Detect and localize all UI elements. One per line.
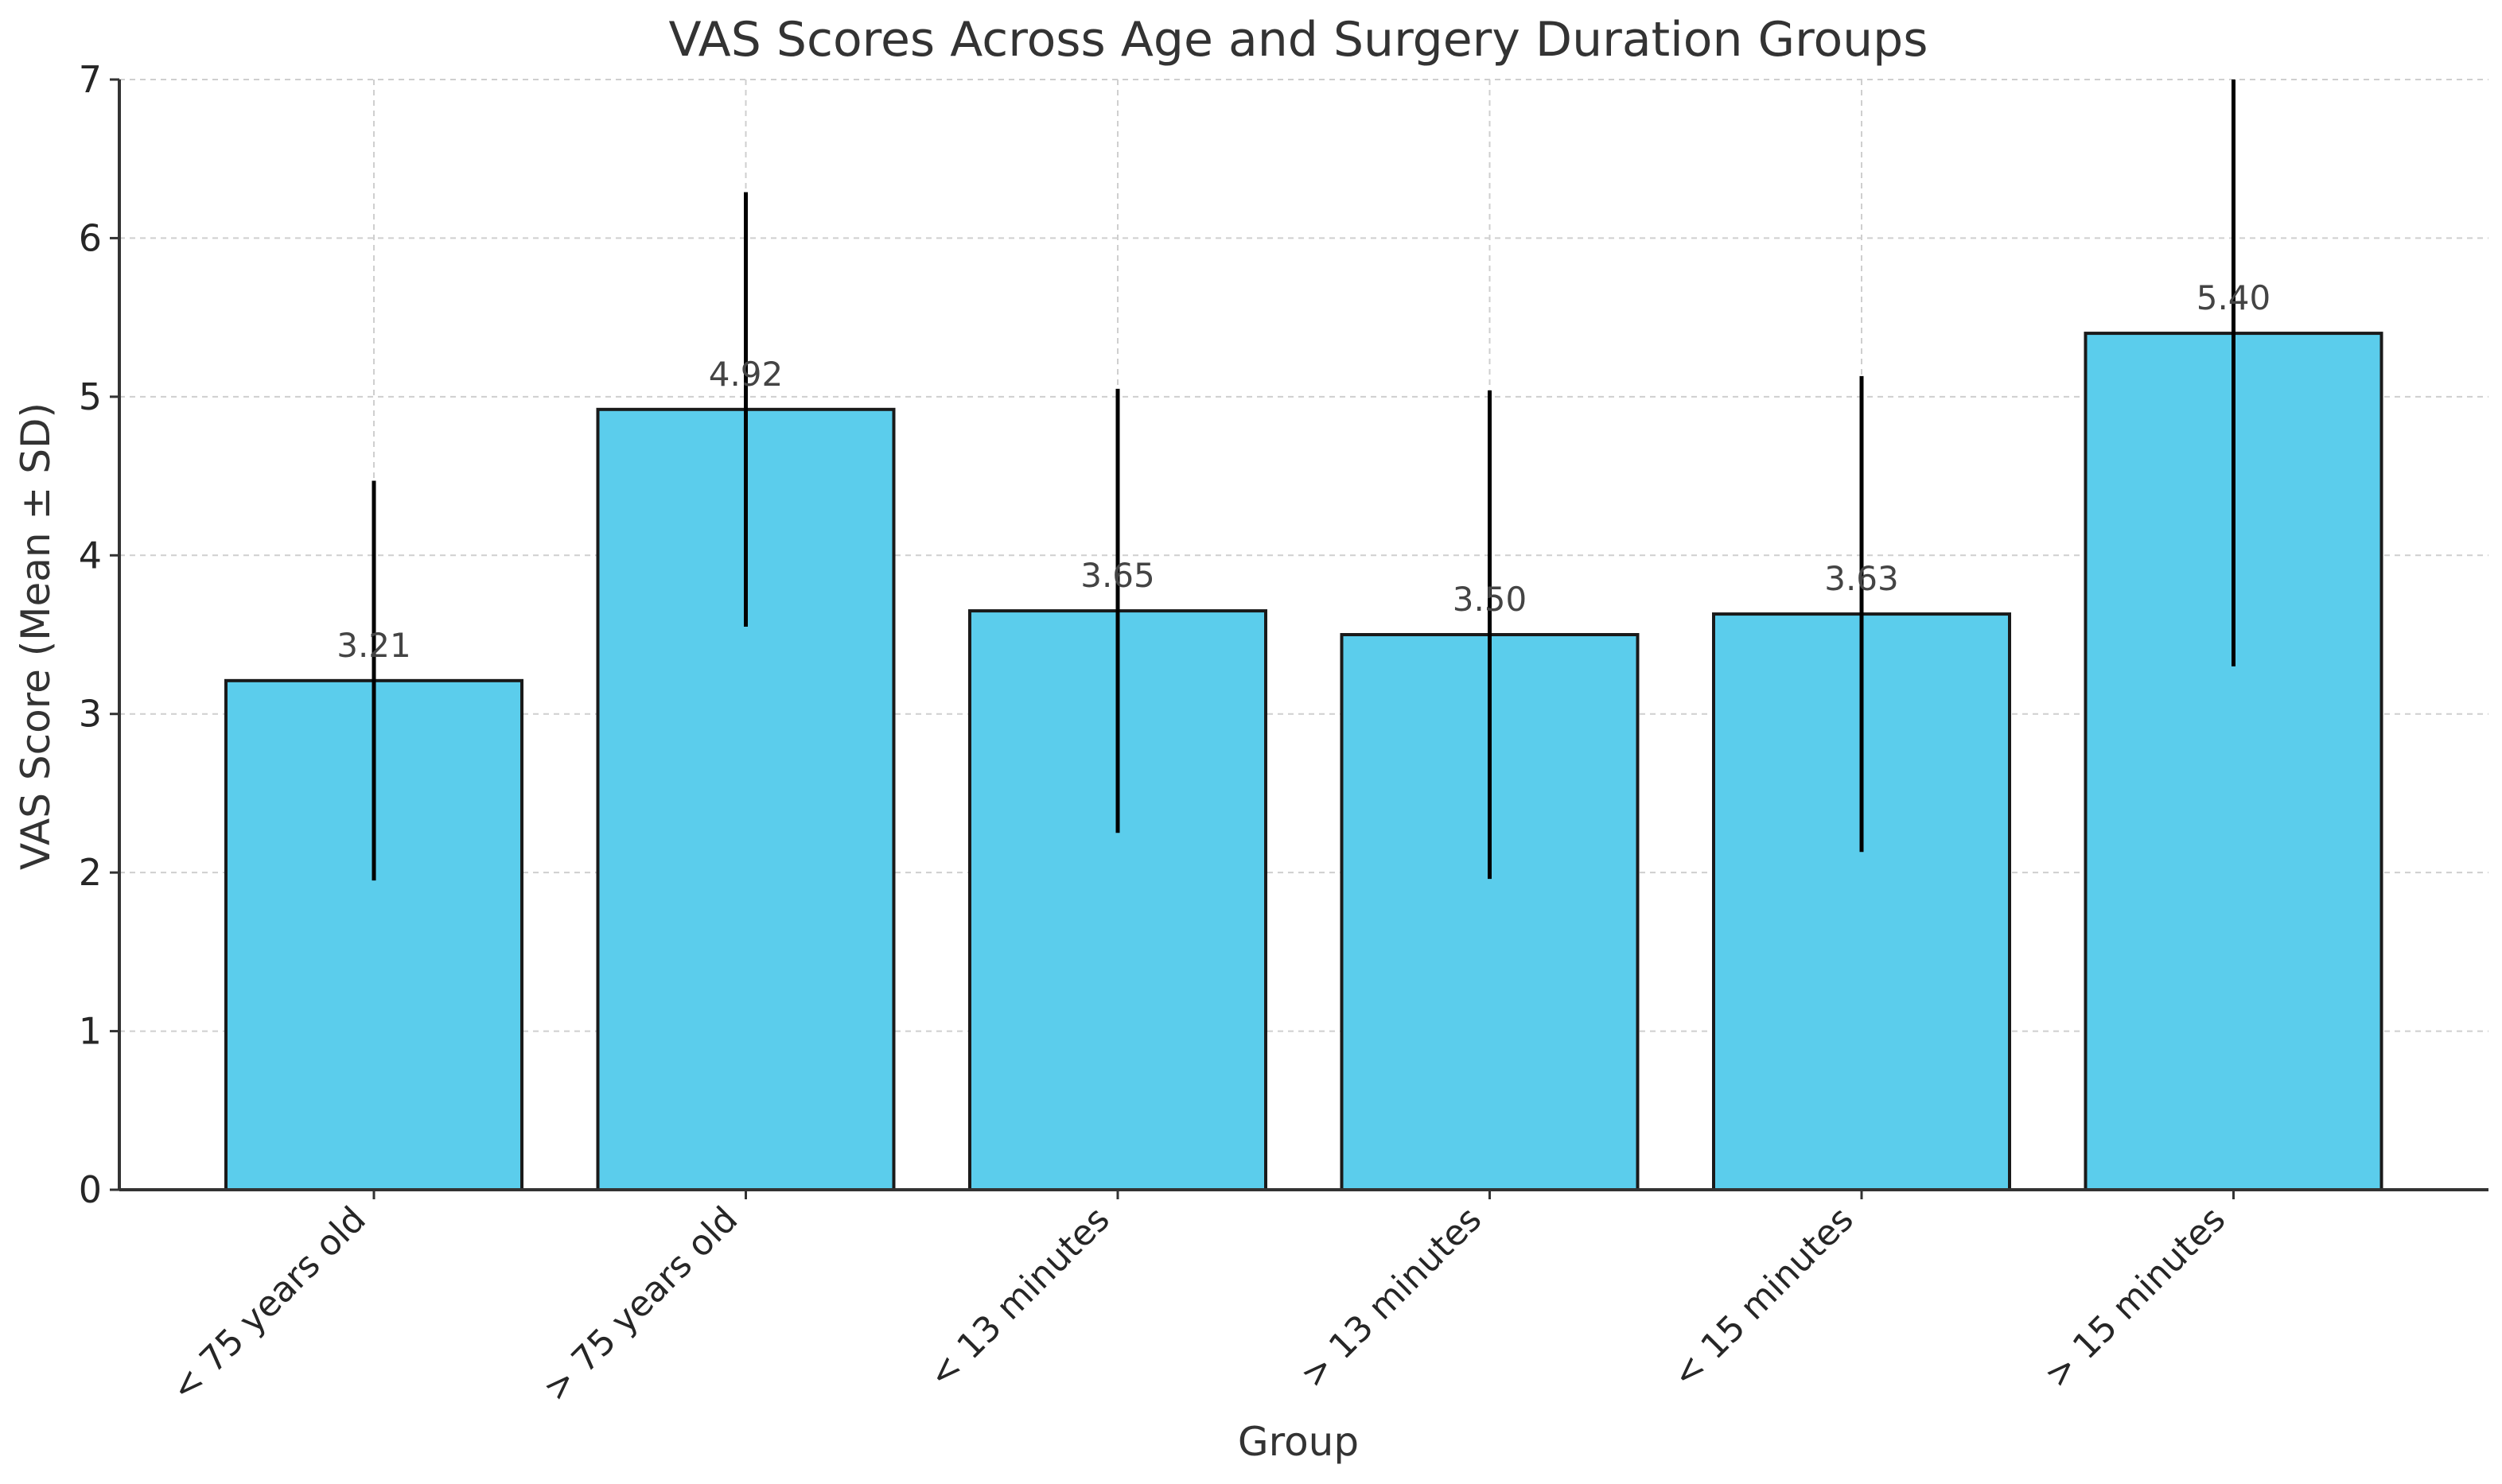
- x-category-label: < 15 minutes: [1664, 1199, 1861, 1396]
- bar-value-label: 4.92: [709, 355, 784, 394]
- bars: [224, 332, 2383, 1192]
- bar-value-label: 3.63: [1824, 559, 1899, 598]
- x-category-label: > 13 minutes: [1293, 1199, 1489, 1396]
- bar-value-label: 5.40: [2197, 278, 2271, 317]
- y-tick-label: 4: [79, 534, 102, 577]
- x-category-label: < 75 years old: [163, 1199, 373, 1409]
- y-tick-label: 2: [79, 851, 102, 894]
- value-labels: 3.21 4.92 3.65 3.50 3.63 5.40: [337, 278, 2270, 665]
- y-axis-title: VAS Score (Mean ± SD): [13, 402, 59, 870]
- bar-value-label: 3.65: [1080, 556, 1155, 595]
- bar-value-label: 3.21: [337, 626, 411, 665]
- y-tick-label: 6: [79, 216, 102, 259]
- chart-title: VAS Scores Across Age and Surgery Durati…: [668, 12, 1928, 68]
- y-tick-label: 5: [79, 375, 102, 418]
- y-tick-label: 1: [79, 1010, 102, 1053]
- y-tick-label: 7: [79, 58, 102, 101]
- x-axis-title: Group: [1238, 1419, 1359, 1465]
- y-tick-label: 3: [79, 693, 102, 736]
- error-bars: [372, 80, 2235, 881]
- x-category-label: < 13 minutes: [920, 1199, 1117, 1396]
- x-category-label: > 15 minutes: [2037, 1199, 2233, 1396]
- bar-value-label: 3.50: [1453, 580, 1527, 619]
- x-category-label: > 75 years old: [535, 1199, 745, 1409]
- y-tick-label: 0: [79, 1168, 102, 1211]
